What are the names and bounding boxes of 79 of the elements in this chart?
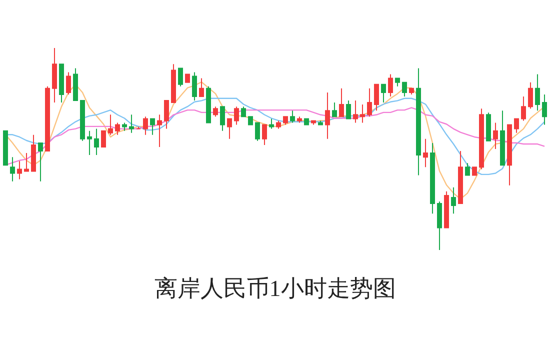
candlestick xyxy=(38,142,43,182)
candlestick xyxy=(507,124,512,186)
candlestick xyxy=(290,110,295,124)
candlestick xyxy=(143,116,148,136)
candlestick xyxy=(220,106,225,132)
candlestick xyxy=(241,106,246,118)
candlestick xyxy=(388,74,393,97)
candlestick xyxy=(108,114,113,136)
candlestick xyxy=(45,86,50,152)
candlestick xyxy=(514,118,519,134)
candlestick xyxy=(353,100,358,124)
candlestick xyxy=(192,72,197,102)
candlestick xyxy=(157,114,162,148)
candlestick xyxy=(136,126,141,130)
candlestick xyxy=(430,142,435,214)
candlestick xyxy=(297,116,302,124)
candlestick xyxy=(402,82,407,97)
candlestick xyxy=(493,122,498,150)
candlestick xyxy=(206,86,211,124)
candlestick xyxy=(227,118,232,140)
candlestick xyxy=(381,84,386,104)
candlestick xyxy=(213,106,218,118)
candlestick xyxy=(528,82,533,110)
candlestick xyxy=(423,138,428,168)
candlestick xyxy=(304,118,309,126)
candlestick xyxy=(395,78,400,87)
candlestick xyxy=(31,134,36,172)
candlestick xyxy=(437,201,442,250)
candlestick xyxy=(416,68,421,176)
candlestick xyxy=(66,72,71,95)
candlestick xyxy=(360,104,365,124)
candlestick xyxy=(255,122,260,142)
candlestick xyxy=(199,78,204,97)
candlestick xyxy=(276,120,281,130)
candlestick xyxy=(115,122,120,136)
candlestick xyxy=(283,116,288,126)
candlestick xyxy=(458,150,463,204)
candlestick xyxy=(262,124,267,146)
candlestick xyxy=(59,64,64,104)
candlestick xyxy=(269,118,274,130)
candlestick xyxy=(311,120,316,126)
candlestick xyxy=(185,74,190,83)
candlestick xyxy=(129,114,134,134)
candlestick xyxy=(444,190,449,228)
candlestick xyxy=(346,100,351,120)
candlestick xyxy=(24,152,29,172)
candlestick xyxy=(451,186,456,214)
candlestick xyxy=(374,84,379,112)
candlestick xyxy=(3,130,8,166)
candlestick xyxy=(234,106,239,126)
candlestick xyxy=(535,74,540,112)
candlestick xyxy=(150,118,155,136)
candlestick xyxy=(409,88,414,95)
candlestick xyxy=(339,88,344,118)
candlestick xyxy=(500,110,505,166)
candlestick xyxy=(10,156,15,182)
candlestick xyxy=(73,68,78,102)
candlestick xyxy=(87,130,92,156)
candlestick xyxy=(248,116,253,126)
candlestick xyxy=(318,120,323,126)
candlestick xyxy=(178,68,183,87)
candlestick xyxy=(465,162,470,176)
candlestick xyxy=(94,128,99,156)
candlestick xyxy=(17,160,22,180)
candlestick xyxy=(332,102,337,118)
candlestick xyxy=(479,108,484,170)
candlestick xyxy=(367,88,372,118)
candlestick xyxy=(542,94,547,126)
candlestick xyxy=(80,100,85,142)
text: 离岸人民币1小时走势图 xyxy=(154,276,396,301)
candlestick xyxy=(52,48,57,104)
candlestick xyxy=(122,122,127,132)
candlestick xyxy=(325,92,330,140)
candlestick xyxy=(171,64,176,104)
candlestick xyxy=(101,130,106,148)
candlestick xyxy=(164,100,169,130)
candlestick xyxy=(486,112,491,142)
candlestick xyxy=(521,96,526,122)
candlestick xyxy=(472,166,477,176)
